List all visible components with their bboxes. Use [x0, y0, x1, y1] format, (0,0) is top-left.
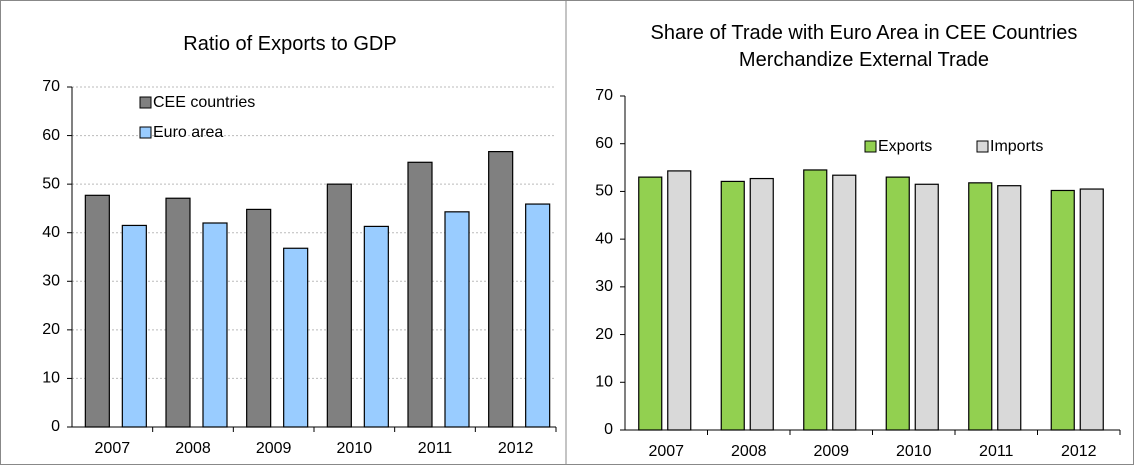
bar	[1079, 188, 1104, 431]
y-tick-label: 0	[604, 421, 613, 438]
chart-title: Ratio of Exports to GDP	[183, 33, 397, 55]
bar	[997, 185, 1022, 431]
y-tick-label: 10	[595, 374, 613, 391]
x-tick-label: 2008	[731, 443, 767, 460]
bar	[246, 208, 272, 428]
bar	[914, 183, 939, 431]
x-tick-label: 2012	[1061, 443, 1097, 460]
y-tick-label: 40	[42, 224, 60, 241]
y-tick-label: 70	[42, 78, 60, 95]
x-tick-label: 2008	[175, 440, 211, 457]
bar	[968, 182, 993, 431]
chart-title: Share of Trade with Euro Area in CEE Cou…	[650, 22, 1078, 71]
y-tick-label: 50	[595, 183, 613, 200]
y-tick-label: 10	[42, 370, 60, 387]
y-tick-label: 30	[42, 273, 60, 290]
legend-swatch	[139, 126, 152, 139]
bar	[832, 174, 857, 431]
bar	[165, 197, 191, 428]
bar	[283, 247, 309, 428]
legend-label: Euro area	[153, 124, 223, 141]
x-tick-label: 2012	[498, 440, 534, 457]
legend-swatch	[976, 140, 989, 153]
y-tick-label: 50	[42, 175, 60, 192]
legend-label: Exports	[878, 138, 932, 155]
bar	[326, 183, 352, 428]
y-tick-label: 20	[42, 321, 60, 338]
y-tick-label: 30	[595, 278, 613, 295]
bar	[84, 194, 110, 428]
bar	[407, 161, 433, 428]
bar	[202, 222, 228, 428]
bar	[885, 176, 910, 431]
x-tick-label: 2011	[418, 440, 453, 457]
bar	[363, 225, 389, 428]
bar	[667, 170, 692, 431]
legend-swatch	[139, 96, 152, 109]
bar	[749, 177, 774, 431]
bar	[720, 180, 745, 431]
x-tick-label: 2007	[95, 440, 131, 457]
x-tick-label: 2009	[813, 443, 849, 460]
y-tick-label: 0	[51, 418, 60, 435]
y-tick-label: 40	[595, 230, 613, 247]
bar	[1050, 189, 1075, 431]
bar	[488, 151, 514, 428]
bar	[525, 203, 551, 428]
y-tick-label: 60	[595, 135, 613, 152]
legend-label: CEE countries	[153, 94, 255, 111]
y-tick-label: 70	[595, 87, 613, 104]
bar	[444, 211, 470, 428]
bar	[638, 176, 663, 431]
x-tick-label: 2010	[896, 443, 932, 460]
bar	[803, 169, 828, 431]
legend-swatch	[864, 140, 877, 153]
x-tick-label: 2010	[337, 440, 373, 457]
x-tick-label: 2007	[648, 443, 684, 460]
x-tick-label: 2009	[256, 440, 292, 457]
x-tick-label: 2011	[979, 443, 1014, 460]
legend-label: Imports	[990, 138, 1043, 155]
bar	[121, 224, 147, 428]
y-tick-label: 20	[595, 326, 613, 343]
y-tick-label: 60	[42, 127, 60, 144]
